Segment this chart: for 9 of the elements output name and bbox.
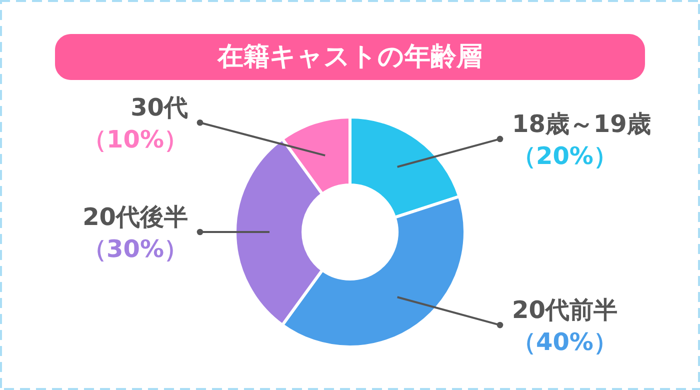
data-label: （10%） xyxy=(82,126,188,154)
data-label: （30%） xyxy=(82,235,188,263)
slice-label: 20代前半 xyxy=(512,296,618,324)
slice-label: 18歳～19歳 xyxy=(512,110,651,138)
slice-label: 20代後半 xyxy=(82,203,188,231)
data-label: （40%） xyxy=(512,328,618,356)
chart-title: 在籍キャストの年齢層 xyxy=(216,42,482,72)
data-label: （20%） xyxy=(512,142,618,170)
slice-label: 30代 xyxy=(130,94,188,122)
